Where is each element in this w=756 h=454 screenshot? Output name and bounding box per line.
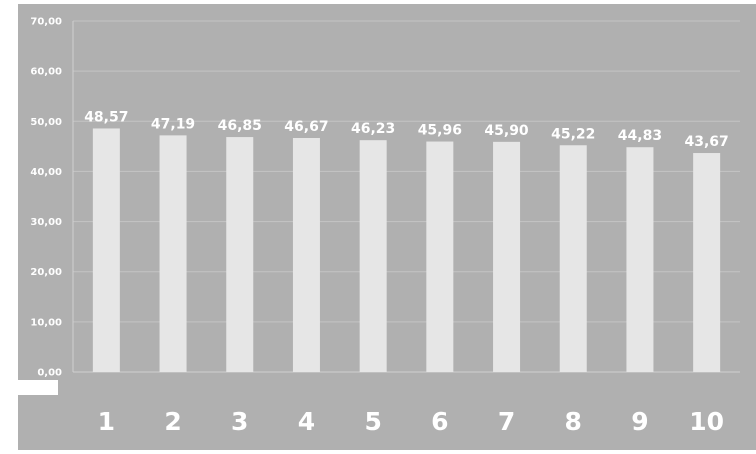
data-label: 45,22 <box>551 126 595 142</box>
y-tick-label: 60,00 <box>30 67 62 78</box>
bar <box>159 135 187 372</box>
x-tick-label: 3 <box>231 407 248 436</box>
data-label: 47,19 <box>151 116 195 132</box>
bar <box>359 140 387 372</box>
bar <box>92 128 120 372</box>
x-tick-label: 1 <box>98 407 115 436</box>
x-tick-label: 2 <box>164 407 181 436</box>
bar <box>292 137 320 372</box>
data-labels: 48,57 47,19 46,85 46,67 46,23 45,96 45,90 45,22… <box>84 109 729 150</box>
y-tick-label: 20,00 <box>30 267 62 278</box>
y-tick-label: 10,00 <box>30 317 62 328</box>
x-tick-label: 10 <box>689 407 724 436</box>
bar <box>493 141 521 372</box>
bar <box>559 145 587 372</box>
corner-notch <box>18 380 58 395</box>
data-label: 45,90 <box>484 123 529 139</box>
data-label: 45,96 <box>418 123 462 139</box>
x-tick-label: 9 <box>631 407 648 436</box>
bar <box>226 137 254 372</box>
x-tick-label: 8 <box>565 407 582 436</box>
data-label: 46,85 <box>218 118 262 134</box>
bar <box>426 141 454 372</box>
y-tick-label: 0,00 <box>37 368 62 379</box>
data-label: 46,67 <box>284 119 328 135</box>
y-tick-label: 50,00 <box>30 117 62 128</box>
data-label: 43,67 <box>685 134 729 150</box>
y-tick-label: 40,00 <box>30 167 62 178</box>
x-tick-label: 5 <box>364 407 381 436</box>
data-label: 46,23 <box>351 121 395 137</box>
x-tick-label: 7 <box>498 407 515 436</box>
data-label: 48,57 <box>84 109 128 125</box>
x-axis-tick-labels: 1 2 3 4 5 6 7 8 9 10 <box>98 407 724 436</box>
bars <box>92 128 721 372</box>
x-tick-label: 6 <box>431 407 448 436</box>
x-tick-label: 4 <box>298 407 315 436</box>
y-tick-label: 70,00 <box>30 17 62 28</box>
bar <box>626 147 654 372</box>
y-tick-label: 30,00 <box>30 217 62 228</box>
y-axis-tick-labels: 0,00 10,00 20,00 30,00 40,00 50,00 60,00 70,00 <box>30 17 62 379</box>
bar <box>693 153 721 372</box>
data-label: 44,83 <box>618 128 662 144</box>
